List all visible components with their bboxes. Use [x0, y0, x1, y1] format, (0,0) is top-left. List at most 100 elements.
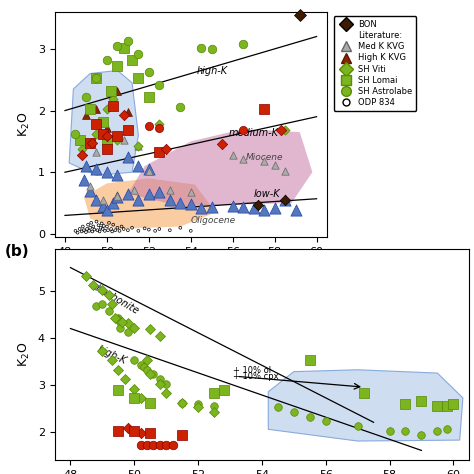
- Point: [137, 429, 145, 437]
- Point: [105, 307, 112, 315]
- Point: [99, 202, 107, 210]
- Point: [135, 162, 142, 170]
- Point: [163, 380, 170, 388]
- Point: [114, 87, 121, 95]
- Point: [105, 291, 112, 299]
- Point: [92, 106, 100, 113]
- Point: [135, 75, 142, 82]
- Point: [115, 366, 122, 374]
- Point: [116, 324, 124, 331]
- Point: [229, 202, 237, 210]
- Point: [97, 224, 104, 231]
- Point: [114, 193, 121, 201]
- Text: low-K: low-K: [254, 189, 280, 199]
- Point: [143, 356, 151, 364]
- Point: [135, 143, 142, 150]
- Point: [74, 229, 82, 237]
- Point: [89, 282, 97, 289]
- Point: [99, 130, 107, 138]
- Point: [103, 106, 111, 113]
- Point: [72, 227, 79, 235]
- Point: [99, 225, 107, 233]
- Point: [155, 124, 163, 132]
- Point: [145, 167, 153, 175]
- Point: [76, 225, 83, 233]
- Point: [128, 224, 136, 231]
- Point: [111, 314, 119, 322]
- Text: (b): (b): [5, 244, 29, 259]
- Point: [229, 151, 237, 159]
- Point: [137, 394, 145, 401]
- Point: [443, 402, 451, 410]
- Point: [107, 225, 115, 233]
- Point: [194, 401, 202, 408]
- Point: [124, 108, 132, 116]
- Point: [219, 141, 226, 148]
- Point: [118, 223, 126, 230]
- Point: [150, 371, 157, 378]
- Point: [260, 207, 268, 214]
- Point: [292, 207, 300, 214]
- Point: [124, 424, 132, 432]
- Point: [166, 196, 173, 204]
- Point: [118, 318, 125, 325]
- Point: [360, 390, 368, 397]
- Point: [103, 168, 111, 176]
- Point: [92, 75, 100, 82]
- Point: [86, 187, 94, 194]
- Point: [109, 96, 117, 103]
- Point: [86, 106, 94, 113]
- Polygon shape: [128, 129, 312, 206]
- Point: [137, 361, 145, 369]
- Y-axis label: K$_2$O: K$_2$O: [17, 112, 32, 137]
- Point: [124, 153, 132, 161]
- Point: [271, 161, 278, 169]
- Point: [86, 139, 94, 146]
- Point: [86, 182, 94, 190]
- Point: [260, 106, 268, 113]
- Point: [103, 207, 111, 214]
- Point: [143, 441, 151, 448]
- Text: high-K: high-K: [197, 65, 228, 75]
- Point: [156, 332, 164, 339]
- Point: [94, 227, 101, 234]
- Point: [155, 81, 163, 89]
- Point: [116, 227, 123, 235]
- X-axis label: SiO$_2$: SiO$_2$: [175, 262, 206, 280]
- Point: [145, 69, 153, 76]
- Point: [176, 224, 184, 231]
- Point: [145, 122, 153, 130]
- Point: [78, 145, 85, 153]
- Point: [82, 112, 90, 119]
- Point: [91, 226, 98, 233]
- Point: [210, 402, 218, 410]
- Point: [146, 326, 154, 333]
- Point: [99, 196, 107, 204]
- Point: [92, 130, 100, 138]
- Point: [176, 199, 184, 207]
- Point: [86, 224, 94, 231]
- Point: [156, 441, 164, 448]
- Point: [109, 102, 117, 109]
- Point: [145, 93, 153, 101]
- Point: [105, 219, 113, 227]
- Point: [140, 363, 147, 371]
- Point: [155, 120, 163, 128]
- Point: [178, 399, 186, 406]
- Point: [78, 228, 85, 235]
- Point: [111, 227, 119, 234]
- Point: [99, 118, 107, 126]
- Point: [115, 314, 122, 322]
- Point: [115, 316, 122, 324]
- Point: [99, 347, 106, 355]
- Text: Miocene: Miocene: [245, 153, 283, 162]
- Point: [250, 204, 257, 212]
- Point: [130, 356, 138, 364]
- Point: [99, 118, 107, 126]
- Point: [100, 222, 108, 230]
- Point: [151, 227, 159, 235]
- Point: [120, 225, 128, 233]
- Point: [107, 87, 115, 95]
- Point: [115, 427, 122, 435]
- Point: [108, 356, 116, 364]
